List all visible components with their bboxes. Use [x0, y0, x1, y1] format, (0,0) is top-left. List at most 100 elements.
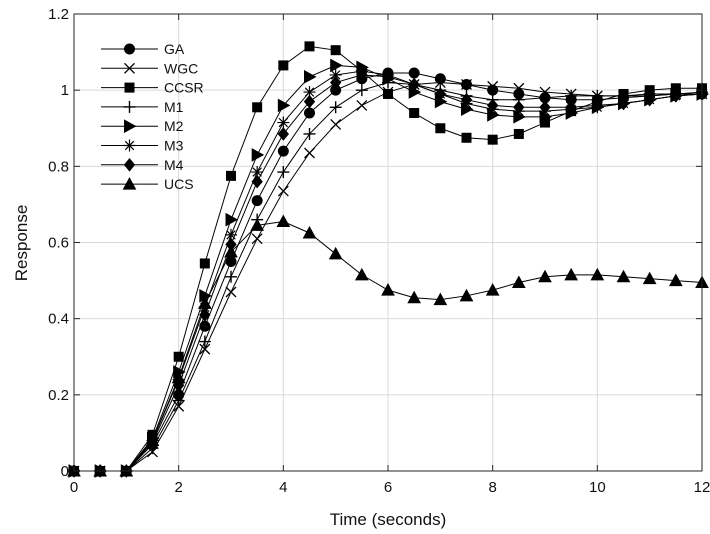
data-point-m4	[670, 89, 682, 103]
data-point-m4	[434, 87, 446, 101]
data-point-ucs	[511, 275, 526, 288]
data-point-m3	[329, 68, 342, 81]
legend-entry-m4: M4	[101, 157, 184, 173]
data-point-wgc	[199, 343, 211, 355]
legend-entry-ga: GA	[101, 41, 185, 57]
data-point-ga	[408, 67, 420, 79]
legend-label-m1: M1	[164, 99, 184, 115]
data-point-wgc	[277, 185, 289, 197]
data-point-wgc	[330, 118, 342, 130]
data-point-ccsr	[304, 41, 315, 52]
data-point-ucs	[302, 225, 317, 239]
data-point-ccsr	[383, 88, 393, 99]
x-tick-label: 8	[488, 479, 496, 496]
x-tick-label: 10	[589, 479, 606, 496]
x-tick-label: 0	[70, 479, 78, 496]
legend-label-m3: M3	[164, 138, 184, 154]
x-tick-label: 2	[174, 479, 182, 496]
data-point-m4	[539, 100, 551, 115]
data-point-ccsr	[278, 60, 289, 71]
series-ucs	[67, 214, 709, 477]
legend-marker-ga	[124, 43, 135, 55]
data-point-ga	[199, 320, 211, 332]
y-tick-label: 0.4	[48, 311, 69, 328]
y-tick-label: 0.6	[48, 235, 69, 252]
legend-marker-wgc	[124, 62, 135, 74]
data-point-ucs	[538, 269, 552, 283]
legend-marker-ucs	[122, 177, 137, 190]
data-point-m3	[251, 166, 264, 179]
y-tick-label: 0.2	[48, 387, 69, 404]
data-point-wgc	[356, 99, 368, 111]
data-point-ucs	[564, 267, 579, 281]
data-point-m4	[644, 92, 656, 107]
y-tick-label: 1	[61, 82, 69, 99]
data-point-m1	[198, 335, 211, 348]
data-point-ucs	[381, 283, 395, 296]
legend-entry-ccsr: CCSR	[101, 80, 204, 96]
data-point-m1	[355, 84, 368, 97]
legend-entry-wgc: WGC	[101, 60, 198, 76]
data-point-ccsr	[513, 128, 524, 139]
data-point-m2	[277, 98, 291, 113]
data-point-wgc	[434, 77, 446, 89]
data-point-ccsr	[461, 132, 472, 143]
data-point-wgc	[487, 80, 499, 92]
legend-label-m4: M4	[164, 157, 184, 173]
data-point-ccsr	[487, 134, 498, 145]
data-point-m3	[225, 228, 237, 241]
data-point-m4	[382, 70, 394, 84]
data-point-ccsr	[330, 45, 341, 56]
data-point-m2	[330, 58, 343, 73]
data-point-ucs	[250, 218, 265, 231]
y-tick-label: 0.8	[48, 158, 69, 175]
data-point-wgc	[251, 233, 263, 245]
legend-marker-m3	[123, 139, 136, 152]
data-point-m4	[487, 98, 499, 113]
data-point-ccsr	[226, 170, 236, 181]
data-point-ga	[277, 145, 289, 157]
data-point-m4	[277, 127, 289, 141]
y-axis-label: Response	[12, 205, 31, 282]
data-point-ccsr	[173, 351, 184, 362]
legend-label-ga: GA	[164, 41, 185, 57]
data-point-m1	[303, 127, 316, 140]
data-point-m1	[329, 101, 342, 114]
x-tick-label: 4	[279, 479, 287, 496]
data-point-ucs	[642, 271, 657, 285]
legend-label-wgc: WGC	[164, 60, 198, 76]
tick-labels: 0 2 4 6 8 10 12 0 0.2 0.4 0.6 0.8 1 1.2	[48, 6, 710, 496]
legend-marker-m4	[123, 158, 136, 172]
data-point-ucs	[668, 273, 683, 287]
legend-label-m2: M2	[164, 118, 184, 134]
data-point-wgc	[304, 147, 315, 159]
data-point-m4	[330, 75, 342, 90]
data-point-ucs	[171, 370, 186, 384]
x-tick-label: 12	[694, 479, 710, 496]
data-point-ccsr	[252, 102, 263, 113]
data-point-m4	[460, 92, 473, 107]
legend-marker-ccsr	[124, 82, 135, 93]
data-point-m4	[617, 96, 630, 111]
data-point-m4	[591, 98, 603, 113]
data-point-ucs	[433, 292, 448, 306]
legend-label-ccsr: CCSR	[164, 80, 204, 96]
data-point-m1	[225, 270, 237, 283]
legend: GA WGC CCSR M1 M2 M3 M4 UCS	[101, 41, 204, 192]
data-point-m4	[408, 77, 420, 92]
legend-label-ucs: UCS	[164, 176, 194, 192]
data-point-m1	[565, 89, 578, 102]
data-point-m2	[251, 148, 265, 162]
data-point-ucs	[145, 433, 160, 447]
data-point-m3	[303, 86, 316, 99]
legend-entry-m1: M1	[101, 99, 184, 115]
data-point-m4	[565, 100, 577, 115]
legend-entry-ucs: UCS	[101, 176, 194, 192]
data-point-ucs	[407, 290, 422, 304]
data-point-m2	[304, 69, 317, 84]
data-point-m4	[513, 100, 525, 115]
data-point-ucs	[328, 246, 343, 260]
data-point-ucs	[459, 288, 474, 302]
